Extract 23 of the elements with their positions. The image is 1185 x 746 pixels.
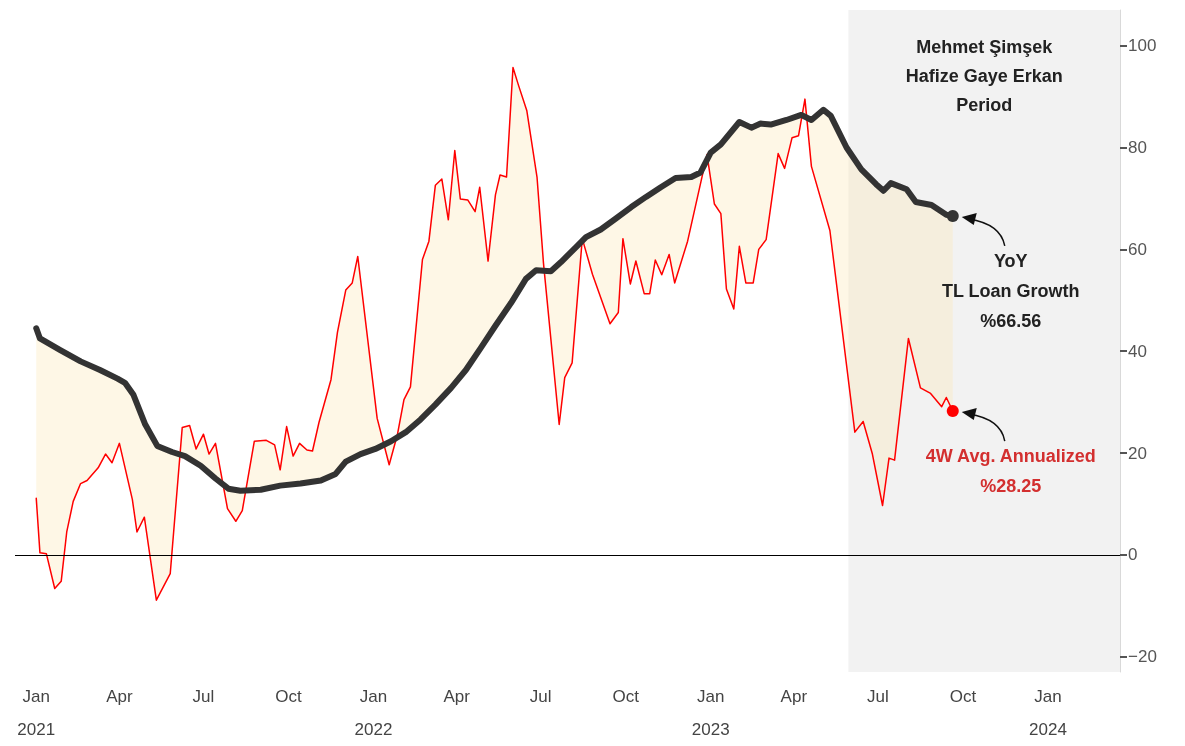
x-tick-label: Jul: [867, 687, 889, 706]
x-tick-label: Oct: [275, 687, 302, 706]
x-tick-label: Oct: [949, 687, 977, 706]
x-tick-label: Apr: [106, 687, 133, 706]
y-tick-label: 80: [1128, 137, 1147, 157]
x-tick-label: Oct: [612, 687, 640, 706]
x-tick-label: Jan 2022: [354, 687, 393, 739]
x-tick-label: Apr: [780, 687, 808, 706]
x-tick-label: Jan 2024: [1029, 687, 1067, 739]
y-tick-label: 20: [1128, 443, 1147, 463]
y-tick-label: −20: [1128, 647, 1157, 667]
x-tick-label: Jan 2023: [691, 687, 730, 739]
annotation: YoY TL Loan Growth %66.56: [941, 250, 1080, 331]
x-tick-label: Jul: [529, 687, 552, 706]
y-tick-label: 60: [1128, 239, 1147, 259]
x-tick-label: Apr: [443, 687, 471, 706]
y-tick-label: 0: [1128, 545, 1138, 565]
x-tick-label: Jan 2021: [17, 687, 56, 739]
x-tick-label: Jul: [192, 687, 215, 706]
band-label: Mehmet Şimşek Hafize Gaye Erkan Period: [905, 36, 1063, 115]
y-tick-label: 100: [1128, 36, 1157, 56]
annotation: 4W Avg. Annualized %28.25: [925, 446, 1096, 497]
y-tick-label: 40: [1128, 341, 1147, 361]
